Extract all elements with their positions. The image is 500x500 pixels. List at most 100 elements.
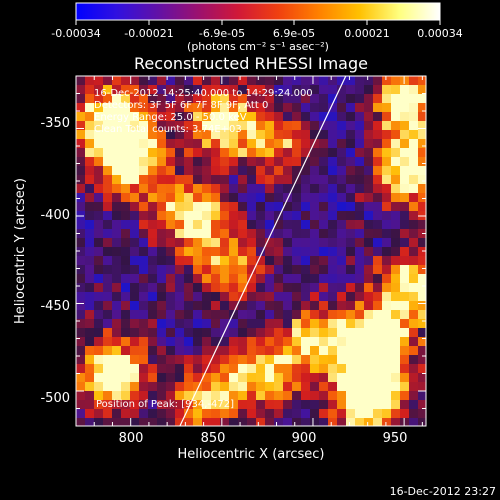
heatmap-cell bbox=[85, 409, 95, 419]
heatmap-cell bbox=[409, 238, 419, 248]
heatmap-cell bbox=[247, 283, 257, 293]
heatmap-cell bbox=[112, 292, 122, 302]
heatmap-cell bbox=[166, 274, 176, 284]
heatmap-cell bbox=[265, 85, 275, 95]
heatmap-cell bbox=[382, 184, 392, 194]
heatmap-cell bbox=[229, 265, 239, 275]
heatmap-cell bbox=[76, 85, 86, 95]
heatmap-cell bbox=[211, 85, 221, 95]
heatmap-cell bbox=[103, 337, 113, 347]
heatmap-cell bbox=[391, 391, 401, 401]
heatmap-cell bbox=[193, 355, 203, 365]
heatmap-cell bbox=[229, 211, 239, 221]
heatmap-cell bbox=[337, 382, 347, 392]
heatmap-cell bbox=[283, 211, 293, 221]
heatmap-cell bbox=[148, 355, 158, 365]
heatmap-cell bbox=[112, 265, 122, 275]
heatmap-cell bbox=[364, 229, 374, 239]
heatmap-cell bbox=[256, 292, 266, 302]
heatmap-cell bbox=[346, 202, 356, 212]
heatmap-cell bbox=[238, 265, 248, 275]
heatmap-cell bbox=[256, 337, 266, 347]
heatmap-cell bbox=[139, 112, 149, 122]
heatmap-cell bbox=[265, 391, 275, 401]
heatmap-cell bbox=[319, 211, 329, 221]
heatmap-cell bbox=[211, 247, 221, 257]
heatmap-cell bbox=[130, 382, 140, 392]
heatmap-cell bbox=[211, 418, 221, 426]
heatmap-cell bbox=[409, 319, 419, 329]
heatmap-cell bbox=[121, 400, 131, 410]
heatmap-cell bbox=[175, 193, 185, 203]
heatmap-cell bbox=[391, 274, 401, 284]
heatmap-cell bbox=[247, 175, 257, 185]
heatmap-cell bbox=[364, 193, 374, 203]
heatmap-cell bbox=[364, 76, 374, 86]
heatmap-cell bbox=[256, 148, 266, 158]
heatmap-cell bbox=[247, 130, 257, 140]
heatmap-cell bbox=[283, 247, 293, 257]
heatmap-cell bbox=[202, 211, 212, 221]
heatmap-cell bbox=[85, 373, 95, 383]
heatmap-cell bbox=[202, 76, 212, 86]
heatmap-cell bbox=[382, 175, 392, 185]
heatmap-cell bbox=[382, 211, 392, 221]
heatmap-cell bbox=[76, 265, 86, 275]
heatmap-cell bbox=[373, 238, 383, 248]
heatmap-cell bbox=[193, 301, 203, 311]
heatmap-cell bbox=[85, 175, 95, 185]
heatmap-cell bbox=[319, 202, 329, 212]
heatmap-cell bbox=[337, 355, 347, 365]
heatmap-cell bbox=[409, 409, 419, 419]
heatmap-cell bbox=[220, 400, 230, 410]
heatmap-cell bbox=[94, 202, 104, 212]
heatmap-cell bbox=[292, 274, 302, 284]
heatmap-cell bbox=[409, 202, 419, 212]
heatmap-cell bbox=[157, 130, 167, 140]
heatmap-cell bbox=[265, 319, 275, 329]
heatmap-cell bbox=[283, 301, 293, 311]
heatmap-cell bbox=[418, 391, 426, 401]
heatmap-cell bbox=[247, 418, 257, 426]
heatmap-cell bbox=[310, 256, 320, 266]
heatmap-cell bbox=[139, 229, 149, 239]
heatmap-cell bbox=[400, 418, 410, 426]
heatmap-cell bbox=[157, 166, 167, 176]
heatmap-cell bbox=[382, 229, 392, 239]
heatmap-cell bbox=[139, 76, 149, 86]
heatmap-cell bbox=[85, 283, 95, 293]
heatmap-cell bbox=[94, 283, 104, 293]
heatmap-cell bbox=[220, 274, 230, 284]
heatmap-cell bbox=[94, 382, 104, 392]
heatmap-cell bbox=[301, 418, 311, 426]
heatmap-cell bbox=[382, 112, 392, 122]
heatmap-cell bbox=[292, 157, 302, 167]
heatmap-cell bbox=[202, 319, 212, 329]
heatmap-cell bbox=[121, 85, 131, 95]
heatmap-cell bbox=[211, 193, 221, 203]
heatmap-cell bbox=[274, 256, 284, 266]
heatmap-cell bbox=[319, 418, 329, 426]
heatmap-cell bbox=[382, 157, 392, 167]
heatmap-cell bbox=[130, 229, 140, 239]
colorbar-tick-label: -6.9e-05 bbox=[199, 27, 245, 40]
heatmap-cell bbox=[364, 202, 374, 212]
heatmap-cell bbox=[157, 310, 167, 320]
heatmap-cell bbox=[121, 274, 131, 284]
heatmap-cell bbox=[229, 166, 239, 176]
heatmap-cell bbox=[139, 292, 149, 302]
heatmap-cell bbox=[391, 103, 401, 113]
heatmap-cell bbox=[400, 211, 410, 221]
heatmap-cell bbox=[184, 391, 194, 401]
heatmap-cell bbox=[112, 211, 122, 221]
heatmap-cell bbox=[418, 166, 426, 176]
heatmap-cell bbox=[85, 76, 95, 86]
heatmap-cell bbox=[256, 355, 266, 365]
heatmap-cell bbox=[220, 283, 230, 293]
heatmap-cell bbox=[130, 193, 140, 203]
heatmap-cell bbox=[418, 382, 426, 392]
heatmap-cell bbox=[139, 400, 149, 410]
heatmap-cell bbox=[220, 175, 230, 185]
heatmap-cell bbox=[256, 283, 266, 293]
heatmap-cell bbox=[130, 148, 140, 158]
